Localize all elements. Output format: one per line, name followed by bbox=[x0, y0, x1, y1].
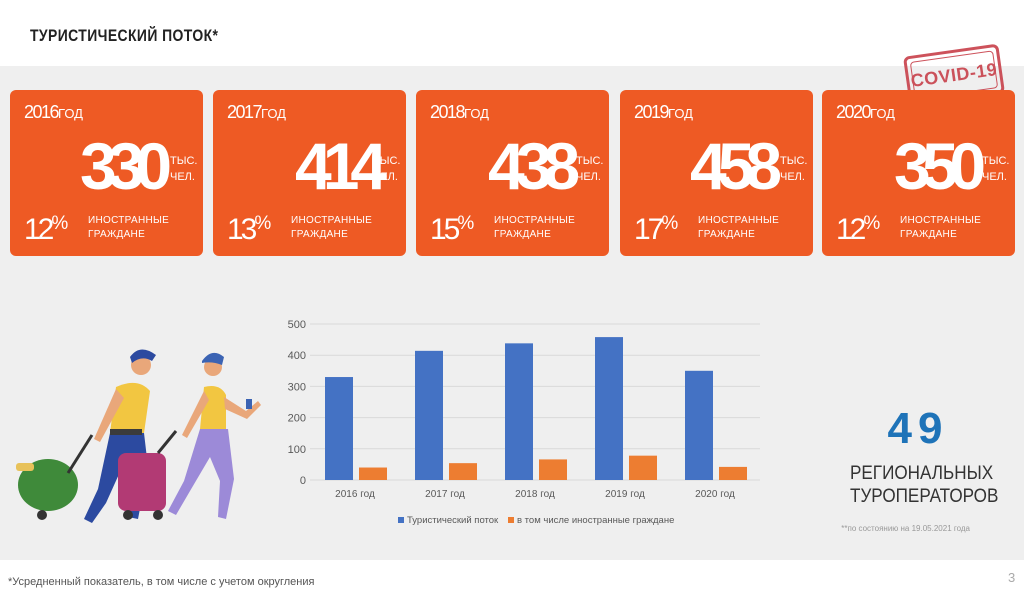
page-number: 3 bbox=[1008, 570, 1016, 585]
card-desc: ИНОСТРАННЫЕ ГРАЖДАНЕ bbox=[900, 215, 982, 240]
chart-y-tick-labels: 0 100 200 300 400 500 bbox=[288, 319, 306, 487]
y-tick-label: 100 bbox=[288, 444, 306, 456]
card-unit: ТЫС. ЧЕЛ. bbox=[780, 155, 808, 183]
card-unit: ТЫС. ЧЕЛ. bbox=[373, 155, 401, 183]
card-value: 350 bbox=[894, 129, 986, 203]
operators-as-of-note: **по состоянию на 19.05.2021 года bbox=[841, 524, 970, 533]
bar-foreign-2 bbox=[539, 459, 567, 480]
card-value: 438 bbox=[488, 129, 580, 203]
card-year: 2018ГОД bbox=[430, 102, 489, 122]
y-tick-label: 500 bbox=[288, 319, 306, 331]
card-foreign-pct: 15% bbox=[430, 213, 475, 246]
y-tick-label: 300 bbox=[288, 381, 306, 393]
bar-foreign-3 bbox=[629, 455, 657, 480]
bar-foreign-4 bbox=[719, 466, 747, 480]
bar-foreign-1 bbox=[449, 463, 477, 480]
legend-swatch bbox=[508, 517, 514, 523]
card-value: 458 bbox=[690, 129, 782, 203]
card-year: 2017ГОД bbox=[227, 102, 286, 122]
legend-label: Туристический поток bbox=[407, 515, 499, 526]
stat-card-2017: 2017ГОД 414 ТЫС. ЧЕЛ. 13% ИНОСТРАННЫЕ ГРАЖ… bbox=[213, 90, 406, 256]
card-unit: ТЫС. ЧЕЛ. bbox=[170, 155, 198, 183]
stat-card-2018: 2018ГОД 438 ТЫС. ЧЕЛ. 15% ИНОСТРАННЫЕ ГРАЖ… bbox=[416, 90, 609, 256]
chart-legend: Туристический поток в том числе иностранн… bbox=[398, 515, 674, 526]
card-desc: ИНОСТРАННЫЕ ГРАЖДАНЕ bbox=[494, 215, 576, 240]
magenta-suitcase-icon bbox=[118, 430, 178, 520]
bar-tourist-flow-0 bbox=[325, 377, 353, 480]
y-tick-label: 0 bbox=[300, 475, 306, 487]
card-value: 414 bbox=[295, 129, 387, 203]
x-tick-label: 2020 год bbox=[695, 489, 735, 500]
x-tick-label: 2016 год bbox=[335, 489, 375, 500]
travelers-illustration bbox=[16, 349, 261, 523]
footnote: *Усредненный показатель, в том числе с у… bbox=[8, 576, 315, 588]
y-tick-label: 200 bbox=[288, 413, 306, 425]
card-year: 2020ГОД bbox=[836, 102, 895, 122]
chart-bars bbox=[325, 337, 747, 480]
card-value: 330 bbox=[80, 129, 172, 203]
x-tick-label: 2018 год bbox=[515, 489, 555, 500]
card-foreign-pct: 17% bbox=[634, 213, 679, 246]
stat-card-2020: 2020ГОД 350 ТЫС. ЧЕЛ. 12% ИНОСТРАННЫЕ ГРАЖ… bbox=[822, 90, 1015, 256]
bar-tourist-flow-2 bbox=[505, 343, 533, 480]
card-foreign-pct: 12% bbox=[836, 213, 881, 246]
card-desc: ИНОСТРАННЫЕ ГРАЖДАНЕ bbox=[88, 215, 170, 240]
tourist-flow-chart: 0 100 200 300 400 500 2016 год 2017 год 2018 го… bbox=[288, 319, 760, 526]
x-tick-label: 2019 год bbox=[605, 489, 645, 500]
card-foreign-pct: 12% bbox=[24, 213, 69, 246]
bar-foreign-0 bbox=[359, 467, 387, 480]
stat-card-2019: 2019ГОД 458 ТЫС. ЧЕЛ. 17% ИНОСТРАННЫЕ ГРАЖ… bbox=[620, 90, 813, 256]
card-year: 2016ГОД bbox=[24, 102, 83, 122]
card-foreign-pct: 13% bbox=[227, 213, 272, 246]
card-desc: ИНОСТРАННЫЕ ГРАЖДАНЕ bbox=[698, 215, 780, 240]
stat-card-2016: 2016ГОД 330 ТЫС. ЧЕЛ. 12% ИНОСТРАННЫЕ ГРАЖ… bbox=[10, 90, 203, 256]
operators-count: 49 bbox=[887, 404, 949, 453]
card-unit: ТЫС. ЧЕЛ. bbox=[982, 155, 1010, 183]
green-suitcase-icon bbox=[16, 434, 94, 520]
legend-label: в том числе иностранные граждане bbox=[517, 515, 674, 526]
chart-x-tick-labels: 2016 год 2017 год 2018 год 2019 год 2020 год bbox=[335, 489, 735, 500]
woman-traveler-icon bbox=[168, 352, 261, 519]
legend-swatch bbox=[398, 517, 404, 523]
x-tick-label: 2017 год bbox=[425, 489, 465, 500]
card-year: 2019ГОД bbox=[634, 102, 693, 122]
y-tick-label: 400 bbox=[288, 350, 306, 362]
card-desc: ИНОСТРАННЫЕ ГРАЖДАНЕ bbox=[291, 215, 373, 240]
page-title: ТУРИСТИЧЕСКИЙ ПОТОК* bbox=[30, 26, 219, 45]
bar-tourist-flow-3 bbox=[595, 337, 623, 480]
operators-label: РЕГИОНАЛЬНЫХ ТУРОПЕРАТОРОВ bbox=[850, 463, 999, 507]
bar-tourist-flow-4 bbox=[685, 370, 713, 480]
card-unit: ТЫС. ЧЕЛ. bbox=[576, 155, 604, 183]
bar-tourist-flow-1 bbox=[415, 350, 443, 480]
